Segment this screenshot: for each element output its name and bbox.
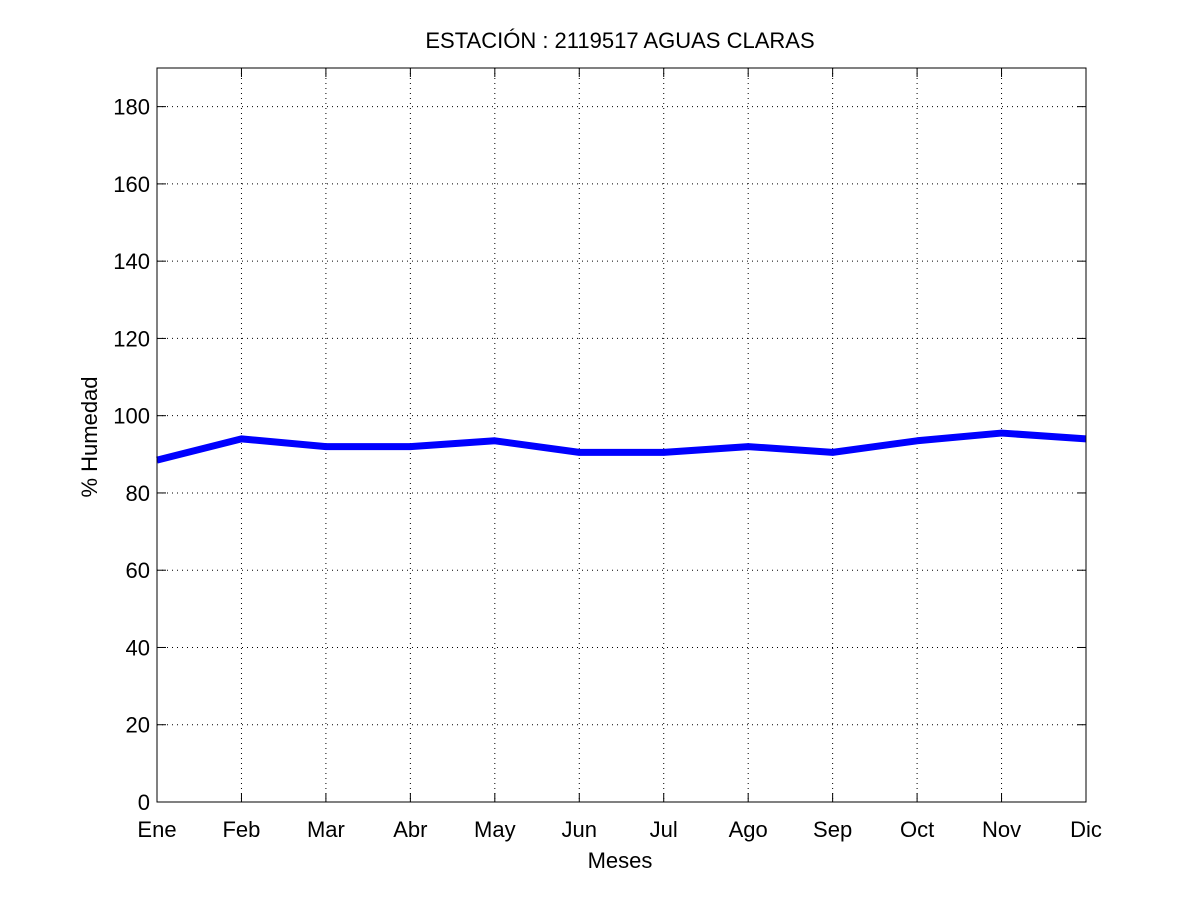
tick-marks bbox=[156, 68, 1087, 803]
x-tick-label: Nov bbox=[982, 817, 1021, 842]
x-tick-label: Ene bbox=[137, 817, 176, 842]
y-tick-labels: 0 20 40 60 80 100 120 140 160 180 bbox=[113, 95, 150, 815]
plot-frame bbox=[156, 67, 1087, 803]
y-tick-label: 140 bbox=[113, 249, 150, 274]
y-axis-label: % Humedad bbox=[77, 376, 102, 497]
x-tick-label: Ago bbox=[729, 817, 768, 842]
x-tick-label: May bbox=[474, 817, 516, 842]
x-tick-label: Dic bbox=[1070, 817, 1102, 842]
y-tick-label: 20 bbox=[126, 713, 150, 738]
y-tick-label: 160 bbox=[113, 172, 150, 197]
series-layer bbox=[156, 429, 1087, 464]
y-tick-label: 80 bbox=[126, 481, 150, 506]
x-tick-label: Jun bbox=[562, 817, 597, 842]
y-tick-label: 40 bbox=[126, 635, 150, 660]
x-tick-label: Oct bbox=[900, 817, 934, 842]
y-tick-label: 0 bbox=[138, 790, 150, 815]
x-tick-label: Jul bbox=[650, 817, 678, 842]
y-tick-label: 60 bbox=[126, 558, 150, 583]
y-tick-label: 120 bbox=[113, 326, 150, 351]
chart-title: ESTACIÓN : 2119517 AGUAS CLARAS bbox=[425, 28, 814, 53]
x-tick-label: Sep bbox=[813, 817, 852, 842]
series-line bbox=[156, 429, 1087, 464]
x-tick-label: Abr bbox=[393, 817, 427, 842]
x-axis-label: Meses bbox=[588, 848, 653, 873]
x-tick-labels: Ene Feb Mar Abr May Jun Jul Ago Sep Oct Nov Dic bbox=[137, 817, 1101, 842]
x-tick-label: Mar bbox=[307, 817, 345, 842]
y-tick-label: 100 bbox=[113, 404, 150, 429]
y-tick-label: 180 bbox=[113, 95, 150, 120]
x-tick-label: Feb bbox=[222, 817, 260, 842]
